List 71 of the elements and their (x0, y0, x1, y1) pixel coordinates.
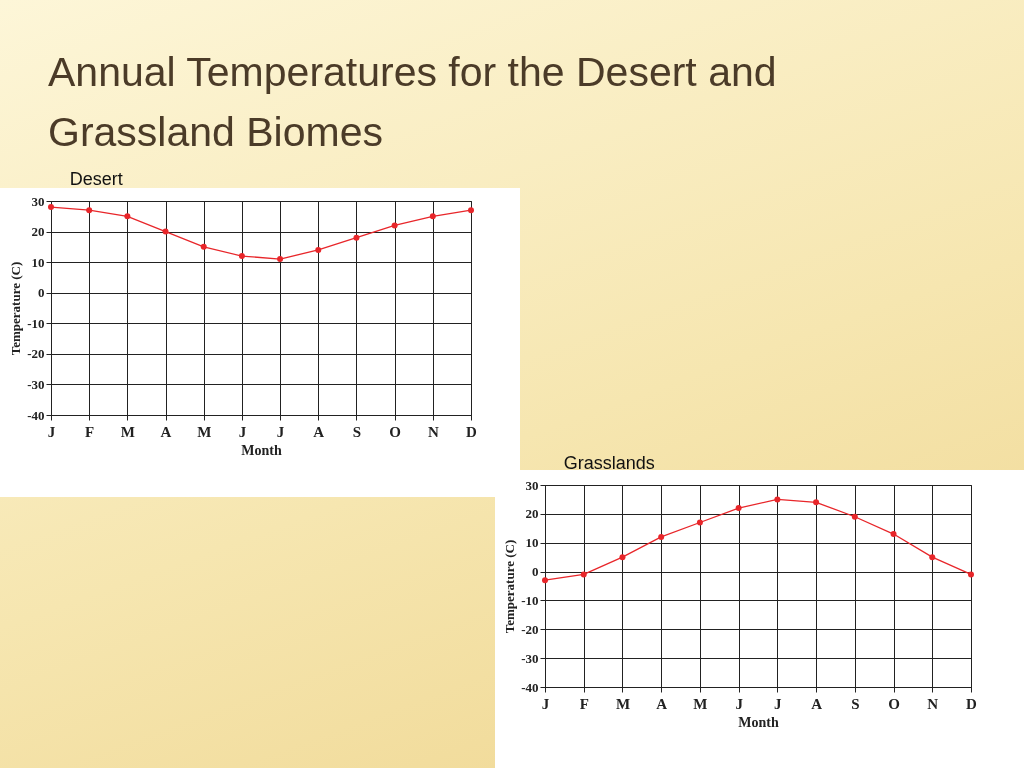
point (542, 577, 548, 584)
x-tick-label: A (811, 695, 823, 712)
y-axis-title: Temperature (C) (8, 261, 24, 356)
point (468, 207, 474, 214)
x-tick-label: A (656, 695, 668, 712)
point (429, 213, 436, 220)
point (124, 213, 131, 220)
point (890, 531, 897, 538)
x-tick-label: A (160, 423, 172, 440)
y-tick-label: -10 (521, 592, 539, 608)
point (968, 571, 974, 578)
x-tick-label: J (47, 423, 56, 440)
x-tick-label: N (427, 423, 439, 440)
y-tick-label: -30 (521, 650, 539, 666)
x-tick-label: A (313, 423, 325, 440)
point (200, 243, 207, 250)
x-tick-label: J (541, 695, 550, 712)
point (391, 222, 398, 229)
point (813, 499, 820, 506)
point (48, 204, 54, 211)
point (929, 554, 936, 561)
x-axis-title: Month (738, 714, 779, 730)
y-tick-label: -40 (27, 407, 45, 423)
x-tick-label: J (276, 423, 285, 440)
point (696, 519, 703, 526)
x-tick-label: M (615, 695, 631, 712)
point (238, 253, 245, 260)
point (851, 513, 858, 520)
chart-title: Annual Temperatures for the Desert and Grassland Biomes (48, 48, 778, 157)
chart-subtitle: Desert (69, 169, 123, 189)
x-tick-label: D (966, 695, 978, 712)
x-axis-title: Month (241, 442, 282, 458)
point (735, 505, 742, 512)
y-tick-label: 30 (525, 477, 539, 493)
chart-title: Grasslands (563, 453, 655, 473)
y-tick-label: 20 (525, 506, 539, 522)
y-tick-label: 30 (31, 193, 45, 209)
x-tick-label: J (774, 695, 783, 712)
x-tick-label: F (85, 423, 95, 440)
y-tick-label: 10 (525, 535, 539, 551)
y-tick-label: -20 (27, 346, 45, 362)
point (580, 571, 587, 578)
x-tick-label: S (851, 695, 860, 712)
point (353, 234, 360, 241)
y-tick-label: 0 (532, 564, 539, 580)
x-tick-label: O (888, 695, 900, 712)
x-tick-label: S (352, 423, 362, 440)
x-tick-label: M (197, 423, 212, 440)
y-axis-title: Temperature (C) (502, 539, 518, 634)
point (86, 207, 93, 214)
y-tick-label: 20 (31, 224, 45, 240)
point (619, 554, 626, 561)
x-tick-label: O (389, 423, 401, 440)
y-tick-label: -30 (27, 376, 45, 392)
y-tick-label: -40 (521, 679, 539, 695)
point (658, 533, 665, 540)
point (162, 228, 169, 235)
x-tick-label: F (579, 695, 589, 712)
y-tick-label: 10 (31, 254, 45, 270)
point (774, 496, 781, 503)
y-tick-label: 0 (38, 285, 45, 301)
point (315, 246, 322, 253)
x-tick-label: J (735, 695, 744, 712)
y-tick-label: -20 (521, 621, 539, 637)
y-tick-label: -10 (27, 315, 45, 331)
x-tick-label: M (693, 695, 708, 712)
x-tick-label: D (466, 423, 478, 440)
x-tick-label: N (927, 695, 939, 712)
point (277, 256, 284, 263)
x-tick-label: M (120, 423, 135, 440)
x-tick-label: J (238, 423, 247, 440)
